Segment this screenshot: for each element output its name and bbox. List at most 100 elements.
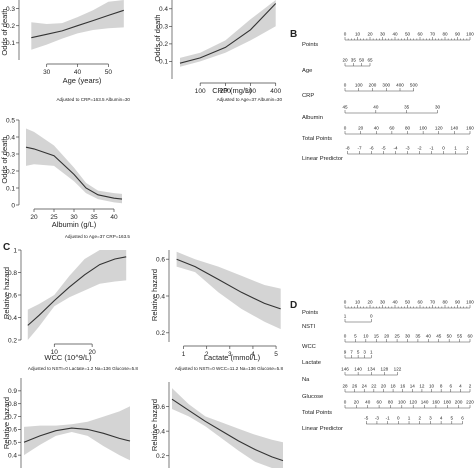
y-tick-label: 0.8	[8, 401, 17, 408]
nomogram-row-label: Points	[302, 310, 318, 316]
adjustment-note: Adjusted to Age=37 CRP=163.5	[65, 234, 131, 239]
nomogram-tick-label: 140	[421, 400, 429, 405]
nomogram-tick-label: 200	[455, 400, 463, 405]
nomogram-tick-label: 55	[457, 334, 463, 339]
nomogram-tick-label: 200	[369, 83, 377, 88]
nomogram-tick-label: 14	[410, 384, 416, 389]
estimate-line	[27, 256, 127, 326]
y-tick-label: 0.8	[8, 270, 17, 277]
nomogram-tick-label: 1	[370, 350, 373, 355]
nomogram-tick-label: 10	[429, 384, 435, 389]
nomogram-tick-label: 35	[351, 58, 357, 63]
y-tick-label: 0.2	[6, 168, 15, 175]
nomogram-row-label: Age	[302, 68, 312, 74]
nomogram-tick-label: 12	[419, 384, 425, 389]
nomogram-tick-label: 25	[395, 334, 401, 339]
nomogram-tick-label: 50	[405, 300, 411, 305]
nomogram-tick-label: -3	[375, 416, 380, 421]
y-tick-label: 0.7	[8, 414, 17, 421]
nomogram-tick-label: 7	[350, 350, 353, 355]
nomogram-tick-label: 28	[342, 384, 348, 389]
confidence-band	[27, 250, 127, 340]
nomogram-tick-label: 122	[394, 367, 402, 372]
x-tick-label: 50	[105, 69, 113, 76]
y-tick-label: 0.2	[156, 453, 165, 460]
adjustment-note: Adjusted to Age=37 Albumin=30	[217, 97, 283, 102]
nomogram-tick-label: 0	[442, 146, 445, 151]
x-axis-title: Lactate (mmol/L)	[204, 353, 261, 362]
y-axis-title: Odds of death	[153, 14, 162, 61]
nomogram-tick-label: 40	[392, 300, 398, 305]
nomogram-tick-label: 60	[377, 400, 383, 405]
nomogram-tick-label: 20	[384, 334, 390, 339]
nomogram-tick-label: 100	[466, 32, 474, 37]
nomogram-tick-label: 4	[459, 384, 462, 389]
nomogram-tick-label: -2	[417, 146, 422, 151]
nomogram-row-label: NSTI	[302, 324, 316, 330]
x-tick-label: 5	[274, 351, 278, 358]
nomogram-tick-label: 2	[418, 416, 421, 421]
nomogram-tick-label: 90	[455, 32, 461, 37]
nomogram-tick-label: 90	[455, 300, 461, 305]
nomogram-tick-label: 22	[371, 384, 377, 389]
nomogram-tick-label: 100	[466, 300, 474, 305]
y-tick-label: 0.3	[159, 24, 168, 31]
y-tick-label: 0.5	[8, 440, 17, 447]
nomogram-tick-label: 20	[358, 126, 364, 131]
estimate-line	[31, 9, 124, 39]
nomogram-tick-label: 0	[370, 314, 373, 319]
nomogram-tick-label: 20	[381, 384, 387, 389]
y-axis-title: Relative hazard	[2, 397, 11, 449]
nomogram-tick-label: 45	[436, 334, 442, 339]
nomogram-tick-label: 24	[362, 384, 368, 389]
adjustment-note: Adjusted to NSTI=0 Lactate=1.2 Na=136 Gl…	[28, 366, 139, 371]
nomogram-tick-label: 400	[396, 83, 404, 88]
nomogram-tick-label: 0	[344, 126, 347, 131]
x-axis-title: Age (years)	[63, 76, 102, 85]
panel-letter-d: D	[290, 300, 297, 311]
nomogram-tick-label: 60	[417, 300, 423, 305]
nomogram-tick-label: 100	[419, 126, 427, 131]
nomogram-tick-label: 60	[417, 32, 423, 37]
nomogram-tick-label: 20	[354, 400, 360, 405]
nomogram-tick-label: 0	[344, 400, 347, 405]
nomogram-tick-label: 65	[367, 58, 373, 63]
y-tick-label: 0.2	[8, 337, 17, 344]
estimate-line	[23, 427, 131, 443]
nomogram-tick-label: -5	[364, 416, 369, 421]
y-tick-label: 1	[13, 247, 17, 254]
confidence-band	[176, 251, 281, 330]
nomogram-tick-label: 40	[373, 105, 379, 110]
x-tick-label: 40	[74, 69, 82, 76]
nomogram-row-label: Linear Predictor	[302, 156, 343, 162]
x-tick-label: 300	[245, 88, 256, 95]
nomogram-row-label: Glucose	[302, 394, 323, 400]
nomogram-tick-label: -6	[369, 146, 374, 151]
y-tick-label: 0.5	[6, 117, 15, 124]
y-tick-label: 0.2	[159, 41, 168, 48]
x-tick-label: 20	[30, 214, 38, 221]
nomogram-tick-label: 40	[374, 126, 380, 131]
nomogram-tick-label: 10	[363, 334, 369, 339]
nomogram-tick-label: 50	[405, 32, 411, 37]
nomogram-tick-label: 80	[388, 400, 394, 405]
x-tick-label: 3	[228, 351, 232, 358]
nomogram-tick-label: 160	[432, 400, 440, 405]
y-tick-label: 0.1	[6, 40, 15, 47]
y-tick-label: 0.4	[6, 134, 15, 141]
nomogram-tick-label: 10	[355, 32, 361, 37]
nomogram-tick-label: 0	[344, 32, 347, 37]
x-tick-label: 30	[43, 69, 51, 76]
nomogram-tick-label: 8	[440, 384, 443, 389]
y-tick-label: 0.4	[156, 293, 165, 300]
nomogram-tick-label: 0	[344, 300, 347, 305]
nomogram-tick-label: 0	[344, 334, 347, 339]
nomogram-tick-label: 6	[461, 416, 464, 421]
confidence-band	[26, 128, 122, 204]
nomogram-tick-label: 128	[381, 367, 389, 372]
y-tick-label: 0.1	[159, 59, 168, 66]
nomogram-tick-label: -1	[429, 146, 434, 151]
y-tick-label: 0.6	[156, 257, 165, 264]
x-tick-label: 2	[205, 351, 209, 358]
